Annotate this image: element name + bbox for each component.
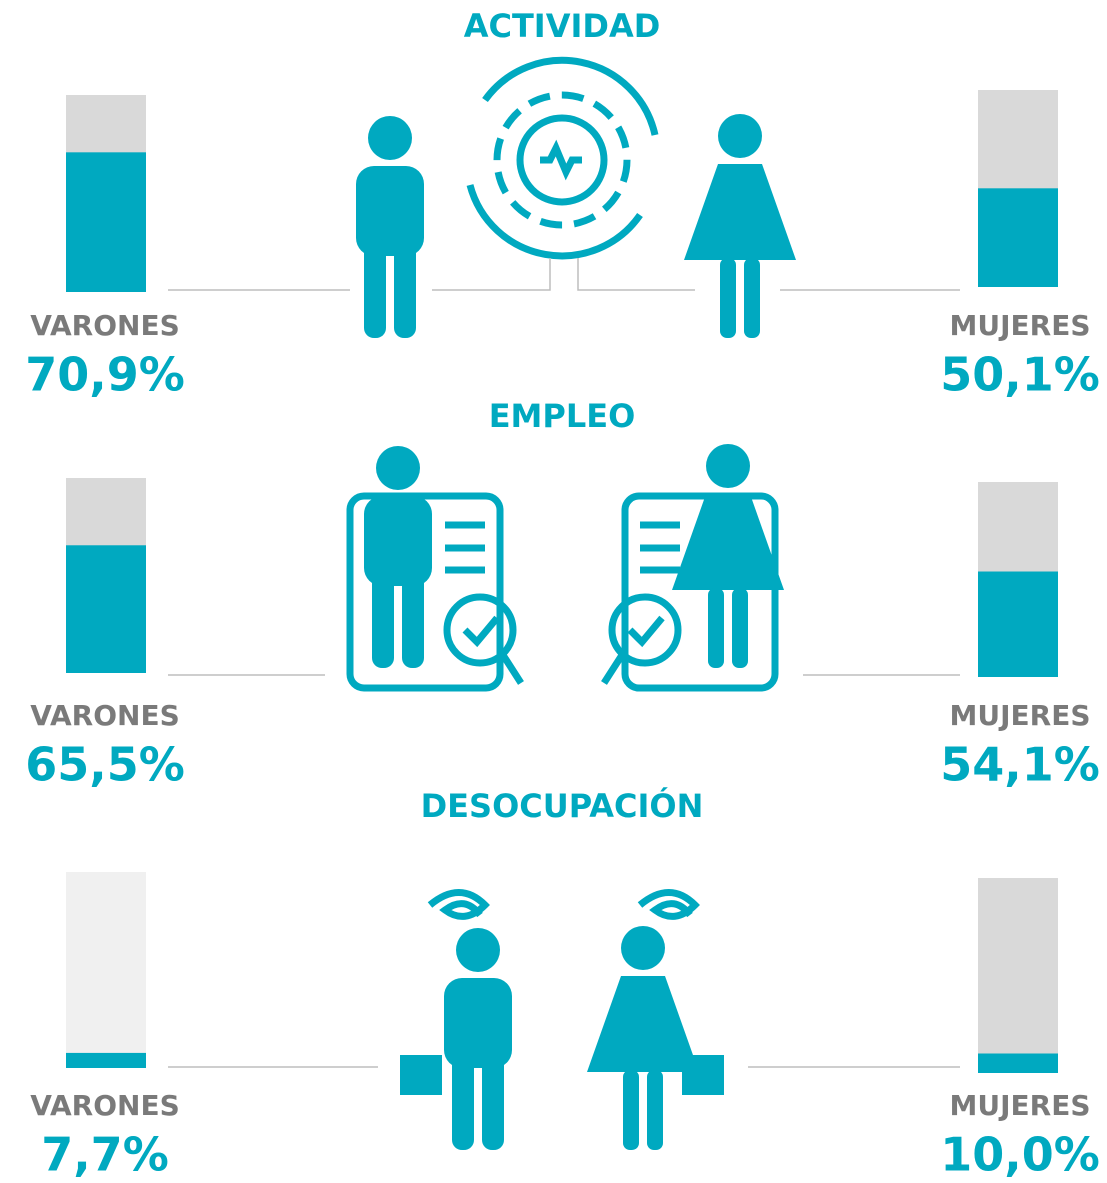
group-label: VARONES	[30, 699, 180, 732]
bar	[66, 545, 146, 673]
section-title: EMPLEO	[489, 397, 636, 435]
value-label: 50,1%	[940, 348, 1100, 402]
group-label: MUJERES	[950, 699, 1091, 732]
value-label: 7,7%	[41, 1128, 169, 1182]
bar-background	[66, 872, 146, 1068]
bar-background	[978, 878, 1058, 1073]
bar	[978, 571, 1058, 677]
group-label: MUJERES	[950, 1089, 1091, 1122]
section-title: DESOCUPACIÓN	[421, 786, 704, 825]
bar	[978, 188, 1058, 287]
bar	[66, 1052, 146, 1068]
section-title: ACTIVIDAD	[464, 7, 661, 45]
bar	[978, 1053, 1058, 1073]
icons	[168, 56, 960, 1150]
value-label: 65,5%	[25, 738, 185, 792]
bar	[66, 152, 146, 292]
group-label: VARONES	[30, 1089, 180, 1122]
value-label: 10,0%	[940, 1128, 1100, 1182]
group-label: MUJERES	[950, 309, 1091, 342]
value-label: 54,1%	[940, 738, 1100, 792]
value-label: 70,9%	[25, 348, 185, 402]
group-label: VARONES	[30, 309, 180, 342]
